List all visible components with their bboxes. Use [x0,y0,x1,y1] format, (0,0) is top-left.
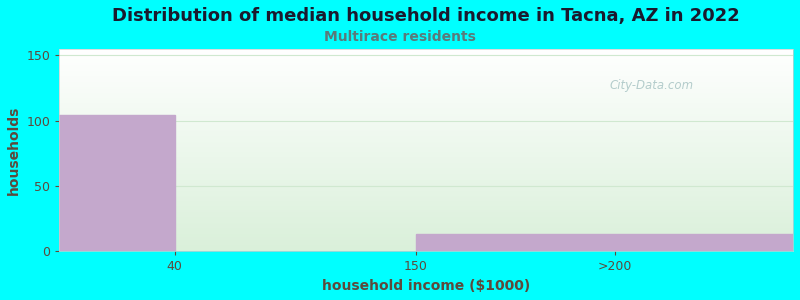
X-axis label: household income ($1000): household income ($1000) [322,279,530,293]
Text: City-Data.com: City-Data.com [610,79,694,92]
Text: Multirace residents: Multirace residents [324,30,476,44]
Bar [59,116,174,251]
Y-axis label: households: households [7,105,21,195]
Bar [416,235,793,251]
Title: Distribution of median household income in Tacna, AZ in 2022: Distribution of median household income … [112,7,740,25]
